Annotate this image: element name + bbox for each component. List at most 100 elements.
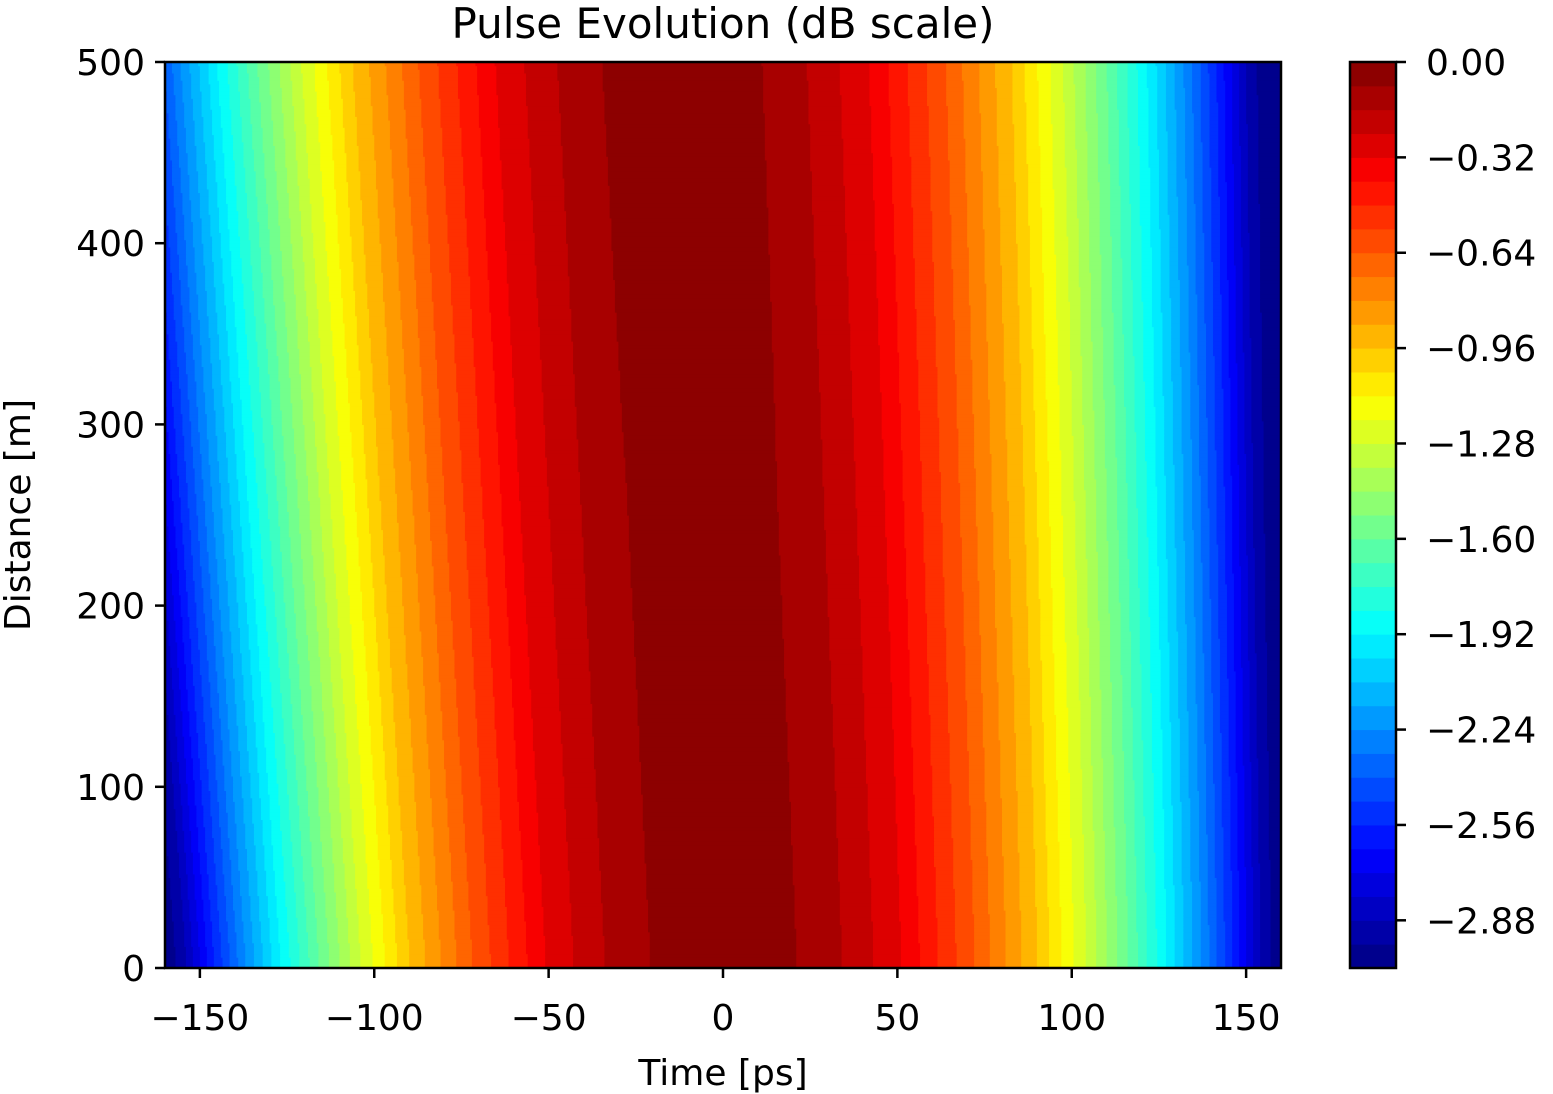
contour-band-segment [215, 768, 225, 773]
contour-band-segment [351, 819, 365, 824]
contour-band-segment [239, 765, 250, 770]
contour-band-segment [1232, 913, 1240, 918]
contour-band-segment [534, 765, 564, 770]
contour-band-segment [213, 953, 222, 958]
contour-band-segment [1270, 931, 1281, 936]
contour-band-segment [562, 754, 595, 759]
contour-band-segment [520, 841, 539, 846]
contour-band-segment [1216, 924, 1226, 929]
contour-band-segment [1049, 960, 1062, 965]
contour-band-segment [1246, 902, 1254, 907]
contour-band-segment [236, 946, 246, 951]
contour-band-segment [503, 859, 524, 864]
contour-band-segment [205, 931, 213, 936]
contour-band-segment [899, 910, 919, 915]
contour-band-segment [972, 870, 989, 875]
contour-band-segment [271, 949, 281, 955]
contour-band-segment [1219, 728, 1230, 734]
contour-band-segment [165, 881, 171, 886]
contour-band-segment [1056, 775, 1071, 781]
contour-band-segment [360, 964, 374, 968]
contour-band-segment [1021, 942, 1038, 947]
contour-band-segment [1216, 920, 1226, 926]
contour-band-segment [299, 946, 309, 951]
contour-band-segment [1141, 728, 1153, 734]
contour-band-segment [339, 949, 351, 955]
contour-band-segment [306, 765, 318, 770]
contour-band-segment [370, 924, 384, 929]
contour-band-segment [332, 855, 344, 860]
contour-band-segment [278, 786, 288, 792]
contour-band-segment [365, 844, 379, 849]
contour-band-segment [1214, 870, 1225, 875]
contour-band-segment [212, 931, 222, 936]
contour-band-segment [642, 823, 792, 828]
contour-band-segment [417, 844, 435, 849]
contour-band-segment [253, 964, 264, 968]
contour-band-segment [1070, 815, 1083, 821]
contour-band-segment [304, 888, 314, 893]
contour-band-segment [1164, 808, 1174, 813]
contour-band-segment [869, 862, 898, 868]
contour-band-segment [222, 855, 231, 860]
contour-band-segment [1104, 884, 1116, 889]
contour-band-segment [318, 786, 330, 792]
contour-band-segment [246, 736, 257, 741]
contour-band-segment [203, 913, 211, 918]
contour-band-segment [334, 866, 346, 871]
contour-band-segment [1223, 837, 1232, 842]
contour-band-segment [1071, 899, 1085, 904]
contour-band-segment [1015, 779, 1033, 784]
contour-band-segment [320, 815, 332, 821]
contour-band-segment [248, 873, 259, 878]
contour-band-segment [1019, 866, 1036, 871]
contour-band-segment [527, 953, 546, 958]
contour-band-segment [1059, 866, 1073, 871]
contour-band-segment [239, 891, 250, 897]
contour-band-segment [1230, 812, 1238, 817]
contour-band-segment [187, 783, 196, 788]
contour-band-segment [271, 946, 281, 951]
contour-band-segment [299, 964, 311, 968]
contour-band-segment [299, 815, 311, 821]
contour-band-segment [1244, 862, 1252, 868]
contour-band-segment [307, 794, 320, 799]
contour-band-segment [600, 899, 649, 904]
contour-band-segment [1134, 794, 1144, 799]
contour-band-segment [1162, 783, 1172, 788]
contour-band-segment [1070, 823, 1083, 828]
contour-band-segment [170, 884, 182, 889]
contour-band-segment [1136, 913, 1148, 918]
contour-band-segment [198, 939, 206, 944]
contour-band-segment [1094, 873, 1106, 878]
contour-band-segment [1164, 866, 1174, 871]
contour-band-segment [571, 928, 604, 933]
contour-band-segment [1232, 935, 1240, 940]
contour-band-segment [1209, 964, 1218, 968]
contour-band-segment [351, 812, 365, 817]
contour-band-segment [1270, 888, 1281, 893]
contour-band-segment [518, 808, 538, 813]
contour-band-segment [348, 761, 361, 766]
contour-band-segment [1124, 812, 1136, 817]
contour-band-segment [1192, 924, 1202, 929]
contour-band-segment [199, 946, 208, 951]
contour-band-segment [285, 761, 297, 766]
contour-band-segment [1111, 739, 1123, 744]
contour-band-segment [1228, 725, 1237, 730]
contour-band-segment [388, 815, 402, 821]
contour-band-segment [1134, 848, 1146, 853]
contour-band-segment [1146, 942, 1158, 947]
contour-band-segment [1157, 953, 1167, 958]
contour-band-segment [1146, 913, 1157, 918]
contour-band-segment [307, 804, 320, 810]
contour-band-segment [1172, 881, 1183, 886]
contour-band-segment [539, 862, 569, 868]
contour-band-segment [1103, 804, 1115, 810]
contour-band-segment [1253, 939, 1261, 944]
contour-band-segment [1117, 902, 1129, 907]
contour-band-segment [1270, 862, 1281, 868]
contour-band-segment [841, 928, 874, 933]
contour-band-segment [545, 939, 574, 944]
contour-band-segment [269, 939, 279, 944]
